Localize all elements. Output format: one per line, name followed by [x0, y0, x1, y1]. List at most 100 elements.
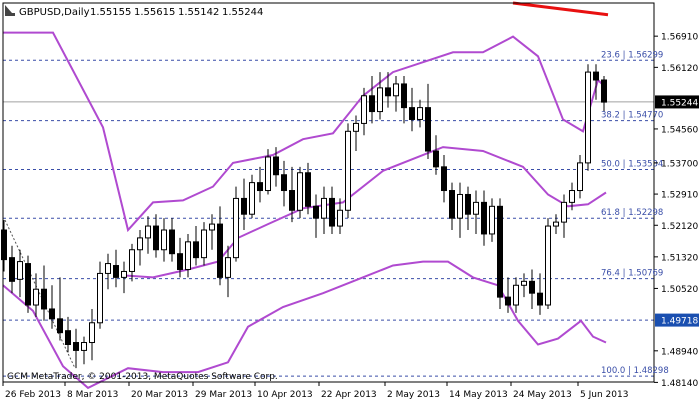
x-tick-label: 26 Feb 2013: [5, 390, 61, 400]
candle-bear: [169, 229, 175, 255]
candle-bear: [281, 174, 287, 192]
candle-bear: [217, 223, 223, 278]
x-tick-label: 2 May 2013: [387, 390, 440, 400]
fib-label: 23.6 | 1.56299: [601, 50, 663, 60]
candle-bull: [489, 205, 495, 235]
candle-bear: [465, 193, 471, 215]
candle-bear: [529, 280, 535, 294]
candle-bear: [481, 201, 487, 235]
ohlc-open: 1.55155: [90, 7, 131, 18]
y-tick-label: 1.53700: [661, 159, 698, 169]
candle-bull: [145, 225, 151, 239]
candle-bull: [353, 122, 359, 132]
candle-bear: [65, 330, 71, 345]
candle-bull: [89, 322, 95, 344]
candle-bear: [433, 150, 439, 168]
candle-bear: [593, 71, 599, 81]
candle-bull: [473, 201, 479, 215]
candle-bear: [49, 308, 55, 320]
candle-bull: [577, 162, 583, 192]
time-axis: 26 Feb 2013 8 Mar 2013 20 Mar 2013 29 Mar 2…: [2, 382, 628, 400]
price-markers: 1.55244 1.49718: [655, 95, 699, 327]
x-tick-label: 8 Mar 2013: [67, 390, 118, 400]
red-trendline: [512, 1, 609, 17]
y-tick-label: 1.52120: [661, 222, 698, 232]
candle-bull: [33, 288, 39, 306]
candle-bear: [193, 241, 199, 259]
y-tick-label: 1.51320: [661, 253, 698, 263]
marked-level-box: [655, 313, 699, 327]
red-trendline-path: [512, 1, 609, 17]
candle-bull: [377, 87, 383, 113]
y-tick-label: 1.48140: [661, 379, 698, 389]
ohlc-close: 1.55244: [222, 7, 263, 18]
y-tick-label: 1.54560: [661, 125, 698, 135]
symbol-label: GBPUSD,Daily: [19, 7, 90, 18]
y-tick-label: 1.48940: [661, 347, 698, 357]
candle-bull: [321, 197, 327, 219]
candle-bull: [545, 225, 551, 306]
candle-bear: [241, 197, 247, 215]
candlesticks: [1, 64, 607, 369]
ohlc-high: 1.55615: [134, 7, 175, 18]
fib-label: 50.0 | 1.53534: [601, 159, 663, 169]
candle-bear: [305, 172, 311, 207]
candle-bear: [537, 292, 543, 306]
candle-bull: [361, 95, 367, 124]
candle-bear: [9, 257, 15, 282]
y-tick-label: 1.50520: [661, 285, 698, 295]
bollinger-bands: [2, 31, 607, 390]
candle-bear: [257, 182, 263, 192]
candle-bear: [289, 190, 295, 211]
fib-label: 76.4 | 1.50769: [601, 269, 663, 279]
candle-bear: [385, 87, 391, 97]
candle-bull: [297, 172, 303, 211]
candle-bull: [201, 229, 207, 259]
price-axis: 1.56910 1.56120 1.54560 1.53700 1.52910 1.521…: [654, 33, 698, 389]
candle-bull: [513, 284, 519, 306]
candle-bear: [449, 190, 455, 219]
candle-bear: [57, 318, 63, 334]
candle-bull: [97, 272, 103, 324]
candle-bear: [113, 265, 119, 278]
candle-bull: [337, 209, 343, 227]
candle-bear: [273, 156, 279, 176]
candle-bull: [553, 221, 559, 227]
y-tick-label: 1.56910: [661, 33, 698, 43]
candle-bear: [441, 166, 447, 192]
band-lower: [2, 260, 607, 390]
candle-bull: [185, 241, 191, 270]
band-middle: [122, 146, 607, 279]
candle-bull: [81, 342, 87, 351]
candle-bull: [585, 71, 591, 164]
current-price-label: 1.55244: [661, 98, 698, 108]
candle-bull: [393, 83, 399, 97]
candle-bull: [161, 229, 167, 251]
candle-bull: [233, 197, 239, 259]
candle-bear: [505, 296, 511, 306]
candle-bear: [401, 83, 407, 109]
fib-label: 61.8 | 1.52298: [601, 208, 663, 218]
candle-bull: [225, 257, 231, 278]
candle-bull: [209, 223, 215, 231]
chart-collapse-icon[interactable]: [5, 5, 15, 16]
x-tick-label: 5 Jun 2013: [580, 390, 628, 400]
candle-bull: [417, 107, 423, 120]
candle-bear: [25, 263, 31, 306]
candle-bull: [561, 201, 567, 223]
x-tick-label: 14 May 2013: [449, 390, 508, 400]
band-upper: [3, 31, 607, 233]
fib-grid: [3, 59, 654, 377]
candle-bull: [457, 193, 463, 219]
candle-bear: [601, 79, 607, 103]
fib-label: 38.2 | 1.54770: [601, 111, 663, 121]
y-tick-label: 1.56120: [661, 64, 698, 74]
candle-bull: [569, 190, 575, 203]
fib-labels: 100.0 | 1.48298 76.4 | 1.50769 61.8 | 1.52…: [601, 50, 669, 376]
x-tick-label: 10 Apr 2013: [257, 390, 313, 400]
candle-bull: [105, 263, 111, 274]
candle-bear: [153, 225, 159, 251]
candle-bear: [313, 205, 319, 219]
fib-label: 100.0 | 1.48298: [601, 366, 669, 376]
